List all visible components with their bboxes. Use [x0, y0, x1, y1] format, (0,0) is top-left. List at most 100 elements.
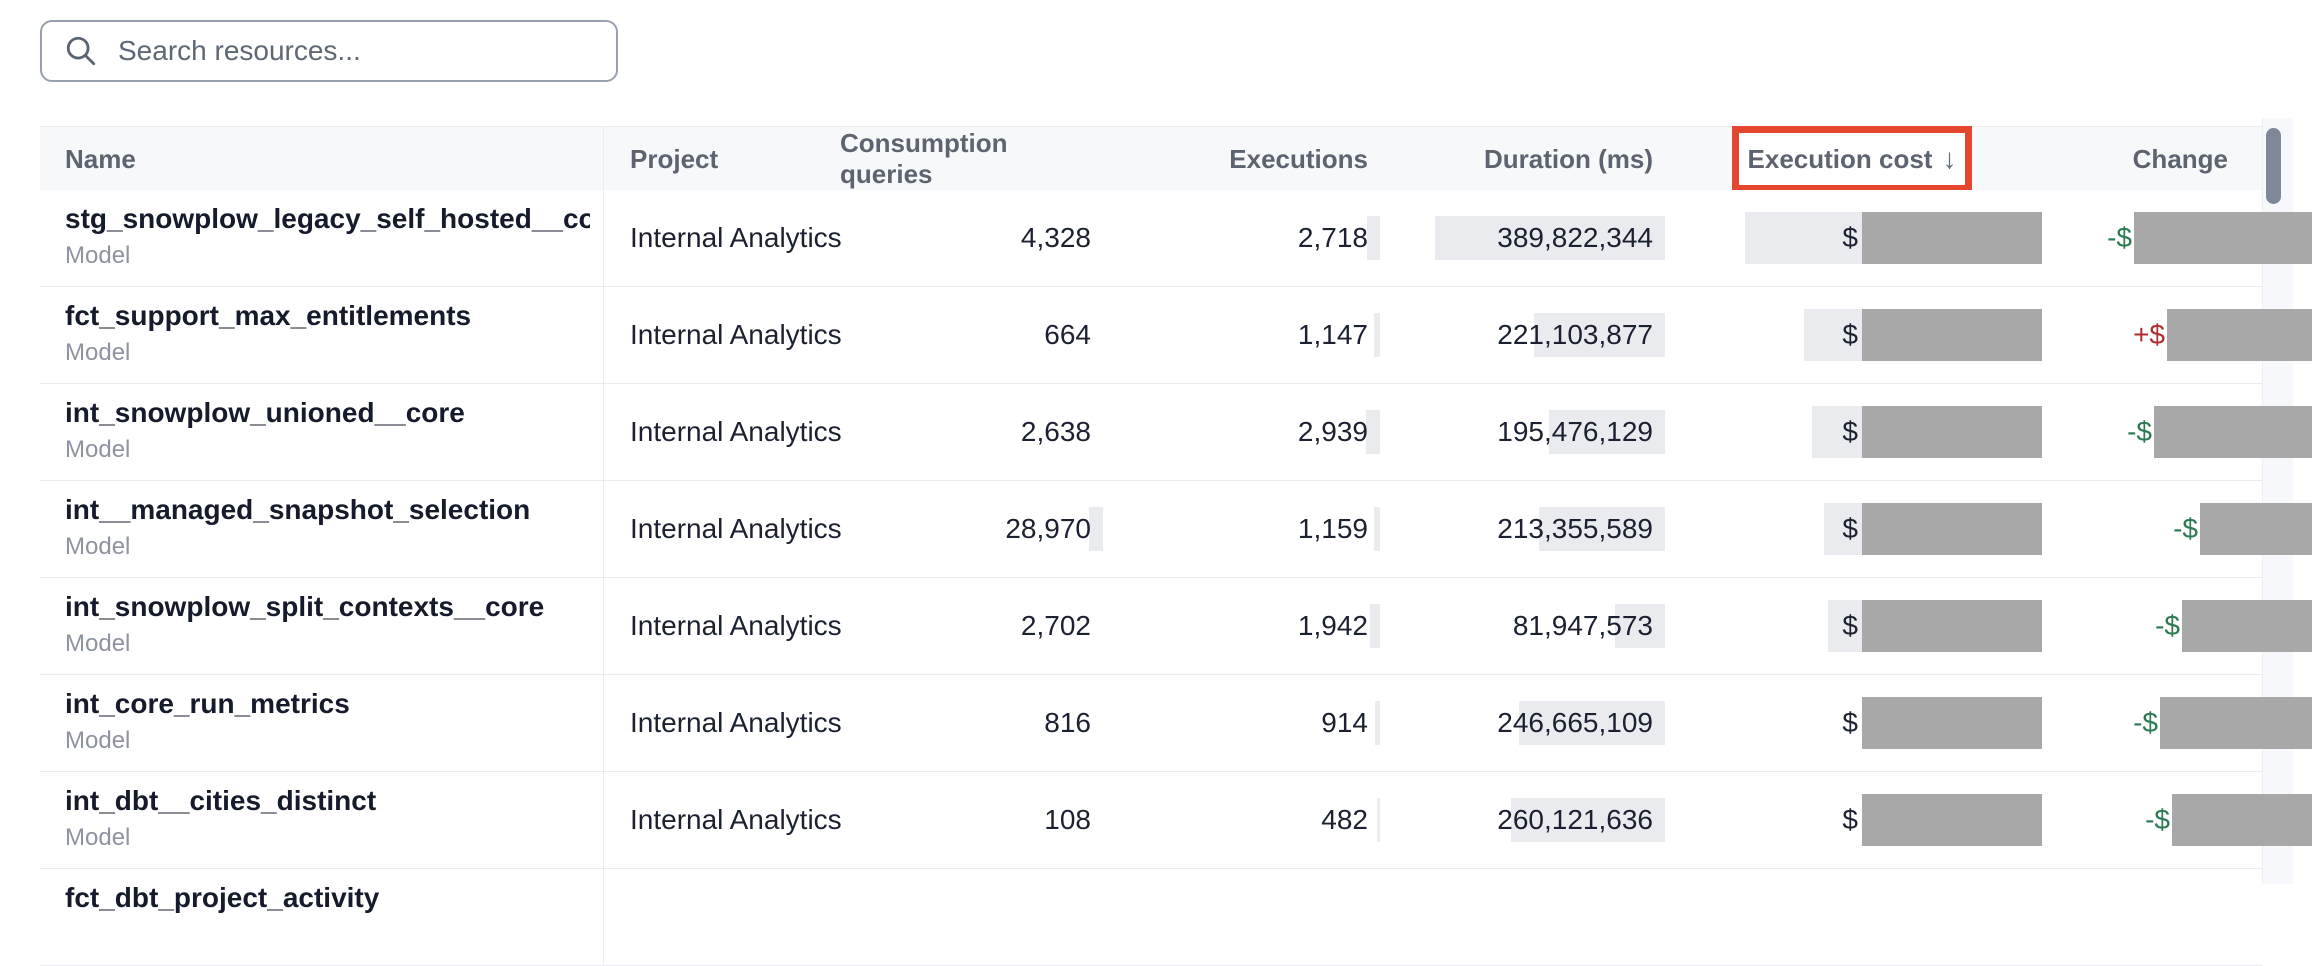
consumption-queries-bar: [1089, 507, 1103, 551]
project-cell: Internal Analytics: [630, 416, 842, 447]
redacted-cost-value: [1862, 794, 2042, 846]
table-row[interactable]: int_snowplow_unioned__core Model Internal …: [40, 384, 2312, 481]
executions-cell: 1,147: [1140, 287, 1380, 383]
column-header-execution-cost[interactable]: Execution cost: [1747, 143, 1933, 174]
duration-cell: 389,822,344: [1425, 190, 1665, 286]
executions-cell: 914: [1140, 675, 1380, 771]
execution-cost-bar: [1812, 406, 1862, 458]
execution-cost-bar: [1828, 600, 1862, 652]
executions-bar: [1374, 507, 1380, 551]
column-header-consumption-queries[interactable]: Consumption queries: [840, 128, 1008, 189]
duration-cell: 195,476,129: [1425, 384, 1665, 480]
execution-cost-bar: [1804, 309, 1862, 361]
table-row[interactable]: int_snowplow_split_contexts__core Model In…: [40, 578, 2312, 675]
project-cell: Internal Analytics: [630, 610, 842, 641]
column-header-change[interactable]: Change: [2132, 143, 2228, 174]
redacted-change-value: [2200, 503, 2312, 555]
project-cell: Internal Analytics: [630, 707, 842, 738]
executions-cell: 1,942: [1140, 578, 1380, 674]
resource-name[interactable]: stg_snowplow_legacy_self_hosted__cor...: [65, 203, 590, 234]
column-divider: [603, 384, 604, 480]
resource-name[interactable]: int_dbt__cities_distinct: [65, 785, 377, 816]
table-header: Name Project Consumption queries Executi…: [40, 126, 2262, 192]
column-divider: [603, 578, 604, 674]
column-header-executions[interactable]: Executions: [1229, 143, 1368, 174]
resource-name[interactable]: int_snowplow_split_contexts__core: [65, 591, 545, 622]
change-sign: -$: [2145, 804, 2170, 835]
resource-name[interactable]: fct_dbt_project_activity: [65, 882, 380, 913]
resource-name[interactable]: int_snowplow_unioned__core: [65, 397, 465, 428]
redacted-cost-value: [1862, 697, 2042, 749]
resource-type-label: Model: [65, 630, 131, 657]
column-header-duration[interactable]: Duration (ms): [1484, 143, 1653, 174]
change-sign: -$: [2133, 707, 2158, 738]
executions-cell: 2,718: [1140, 190, 1380, 286]
duration-bar: [1549, 410, 1665, 454]
resource-type-label: Model: [65, 339, 131, 366]
executions-bar: [1370, 604, 1380, 648]
table-row[interactable]: int_dbt__cities_distinct Model Internal An…: [40, 772, 2312, 869]
column-header-name[interactable]: Name: [65, 143, 136, 174]
resource-name[interactable]: int_core_run_metrics: [65, 688, 350, 719]
search-box[interactable]: [40, 20, 618, 82]
table-row[interactable]: fct_support_max_entitlements Model Interna…: [40, 287, 2312, 384]
duration-bar: [1519, 701, 1665, 745]
column-divider: [603, 287, 604, 383]
consumption-queries-cell: 664: [1044, 319, 1091, 350]
resource-type-label: Model: [65, 824, 131, 851]
executions-bar: [1374, 313, 1380, 357]
redacted-change-value: [2172, 794, 2312, 846]
change-sign: -$: [2107, 222, 2132, 253]
redacted-cost-value: [1862, 600, 2042, 652]
highlight-annotation-box: Execution cost ↓: [1732, 126, 1972, 192]
column-divider: [603, 772, 604, 868]
duration-bar: [1435, 216, 1665, 260]
resource-type-label: Model: [65, 727, 131, 754]
sort-desc-icon[interactable]: ↓: [1942, 143, 1957, 174]
consumption-queries-cell: 108: [1044, 804, 1091, 835]
search-input[interactable]: [116, 34, 616, 68]
resource-type-label: Model: [65, 436, 131, 463]
execution-cost-currency: $: [1842, 222, 1858, 253]
column-divider: [603, 127, 604, 191]
execution-cost-currency: $: [1842, 707, 1858, 738]
resource-type-label: Model: [65, 533, 131, 560]
duration-cell: 246,665,109: [1425, 675, 1665, 771]
project-cell: Internal Analytics: [630, 222, 842, 253]
duration-cell: 260,121,636: [1425, 772, 1665, 868]
redacted-change-value: [2160, 697, 2312, 749]
execution-cost-bar: [1824, 503, 1862, 555]
duration-bar: [1615, 604, 1665, 648]
execution-cost-currency: $: [1842, 804, 1858, 835]
consumption-queries-cell: 28,970: [840, 481, 1103, 577]
consumption-queries-cell: 816: [1044, 707, 1091, 738]
resource-name[interactable]: fct_support_max_entitlements: [65, 300, 472, 331]
table-row[interactable]: int__managed_snapshot_selection Model Inte…: [40, 481, 2312, 578]
executions-cell: 2,939: [1140, 384, 1380, 480]
vertical-scrollbar-thumb[interactable]: [2266, 128, 2281, 204]
column-divider: [603, 190, 604, 286]
project-cell: Internal Analytics: [630, 319, 842, 350]
executions-bar: [1375, 701, 1380, 745]
execution-cost-bar: [1745, 212, 1862, 264]
executions-bar: [1377, 798, 1380, 842]
execution-cost-currency: $: [1842, 513, 1858, 544]
column-divider: [603, 869, 604, 965]
resource-name[interactable]: int__managed_snapshot_selection: [65, 494, 531, 525]
duration-bar: [1539, 507, 1665, 551]
redacted-change-value: [2154, 406, 2312, 458]
execution-cost-currency: $: [1842, 416, 1858, 447]
redacted-cost-value: [1862, 503, 2042, 555]
consumption-queries-cell: 4,328: [1020, 222, 1091, 253]
duration-bar: [1511, 798, 1665, 842]
column-header-project[interactable]: Project: [630, 143, 719, 174]
table-row[interactable]: stg_snowplow_legacy_self_hosted__cor... M…: [40, 190, 2312, 287]
duration-bar: [1534, 313, 1665, 357]
executions-cell: 1,159: [1140, 481, 1380, 577]
change-sign: -$: [2155, 610, 2180, 641]
duration-cell: 213,355,589: [1425, 481, 1665, 577]
table-row[interactable]: int_core_run_metrics Model Internal Analyt…: [40, 675, 2312, 772]
redacted-cost-value: [1862, 309, 2042, 361]
table-body: stg_snowplow_legacy_self_hosted__cor... M…: [40, 190, 2312, 966]
change-sign: +$: [2133, 319, 2165, 350]
